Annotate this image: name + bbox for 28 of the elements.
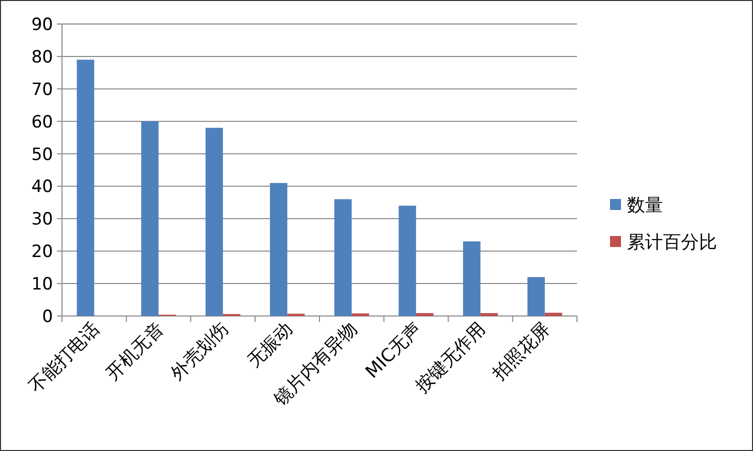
- bar: [270, 182, 288, 316]
- y-tick-label: 40: [31, 177, 53, 198]
- x-tick-label: 拍照花屏: [488, 318, 554, 386]
- y-tick-label: 20: [31, 242, 53, 262]
- x-tick-label: 开机无音: [102, 318, 168, 384]
- bar: [544, 312, 562, 316]
- bar: [463, 241, 480, 316]
- x-tick-label: 外壳划伤: [166, 318, 232, 384]
- bar: [352, 313, 370, 316]
- y-tick-label: 60: [31, 112, 53, 132]
- legend-label: 数量: [627, 195, 663, 216]
- y-tick-label: 80: [31, 47, 53, 68]
- bar: [480, 313, 498, 316]
- bar: [76, 60, 94, 316]
- y-tick-label: 10: [31, 274, 53, 295]
- y-tick-label: 70: [31, 80, 53, 100]
- y-tick-label: 90: [31, 15, 53, 35]
- x-tick-label: 无振动: [244, 318, 297, 372]
- y-tick-label: 0: [42, 307, 53, 327]
- bar: [527, 277, 545, 316]
- bar: [334, 199, 352, 316]
- bar: [141, 121, 159, 316]
- y-tick-label: 50: [31, 144, 53, 165]
- legend-label: 累计百分比: [627, 232, 717, 253]
- y-tick-label: 30: [31, 210, 53, 230]
- bar: [416, 313, 434, 316]
- bar: [398, 206, 416, 316]
- bar: [206, 128, 223, 316]
